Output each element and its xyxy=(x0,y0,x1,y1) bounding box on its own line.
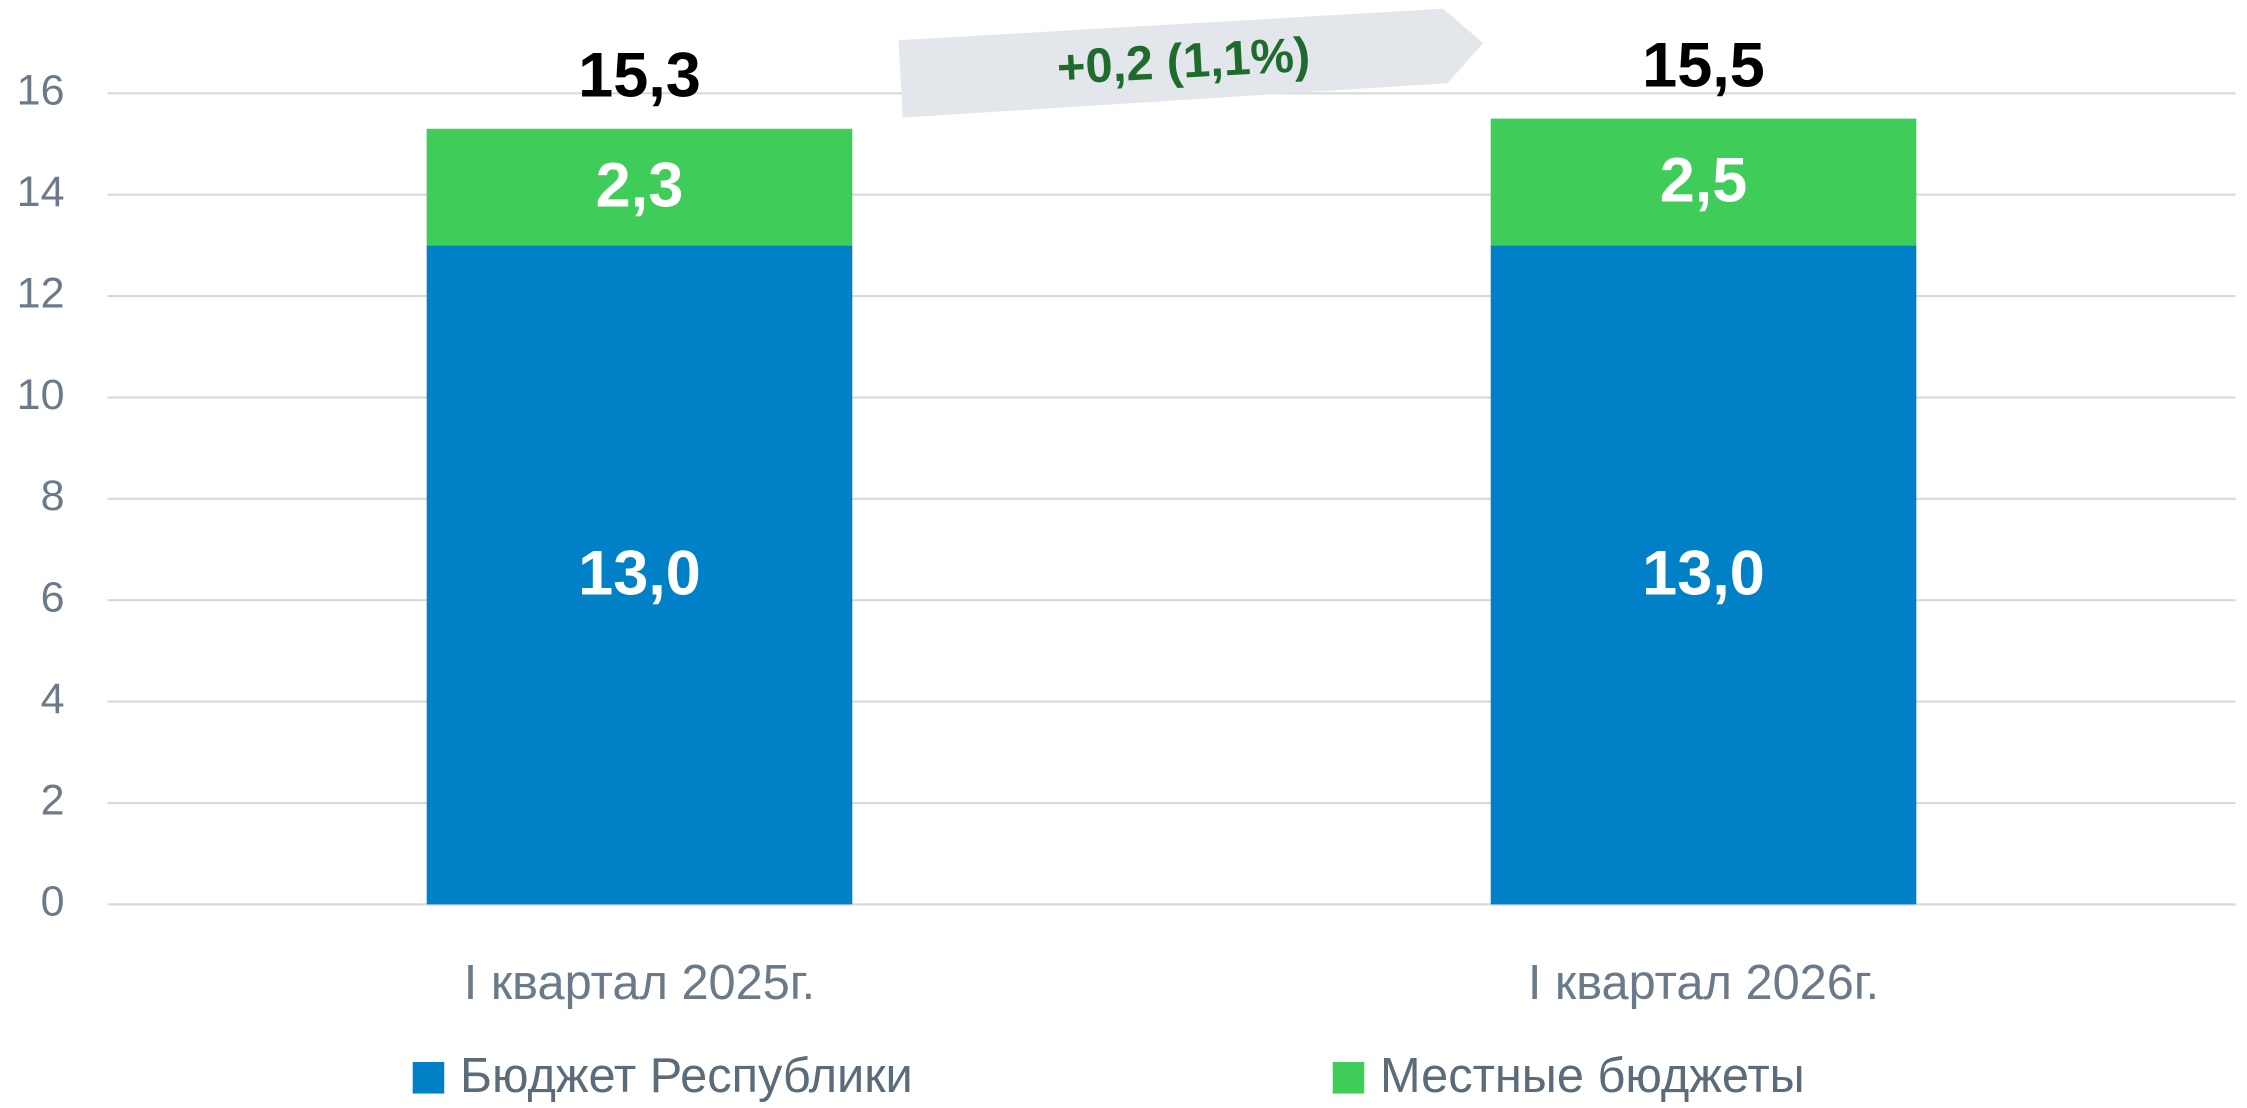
change-annotation: +0,2 (1,1%) xyxy=(1056,28,1312,95)
change-arrow xyxy=(898,8,1484,118)
segment-label: 2,3 xyxy=(596,151,684,221)
segment-label: 13,0 xyxy=(1642,538,1765,608)
total-label: 15,3 xyxy=(578,41,701,111)
y-tick-label: 2 xyxy=(41,776,65,824)
legend-label: Бюджет Республики xyxy=(460,1049,913,1103)
bar-segment xyxy=(426,245,853,905)
legend-swatch xyxy=(412,1062,445,1094)
y-tick-label: 8 xyxy=(41,472,65,520)
segment-label: 2,5 xyxy=(1660,146,1748,216)
legend-swatch xyxy=(1332,1062,1365,1094)
y-tick-label: 10 xyxy=(17,371,65,419)
total-label: 15,5 xyxy=(1642,31,1765,101)
x-tick-label: I квартал 2025г. xyxy=(464,956,815,1010)
y-tick-label: 4 xyxy=(41,675,65,723)
bar-segment xyxy=(1490,245,1917,905)
y-tick-label: 16 xyxy=(17,67,65,115)
x-tick-label: I квартал 2026г. xyxy=(1528,956,1879,1010)
y-tick-label: 6 xyxy=(41,574,65,622)
y-tick-label: 12 xyxy=(17,269,65,317)
bar-segment xyxy=(1490,118,1917,246)
legend-label: Местные бюджеты xyxy=(1380,1049,1805,1103)
y-tick-label: 14 xyxy=(17,168,65,216)
y-tick-label: 0 xyxy=(41,878,65,926)
segment-label: 13,0 xyxy=(578,538,701,608)
bar-segment xyxy=(426,128,853,246)
